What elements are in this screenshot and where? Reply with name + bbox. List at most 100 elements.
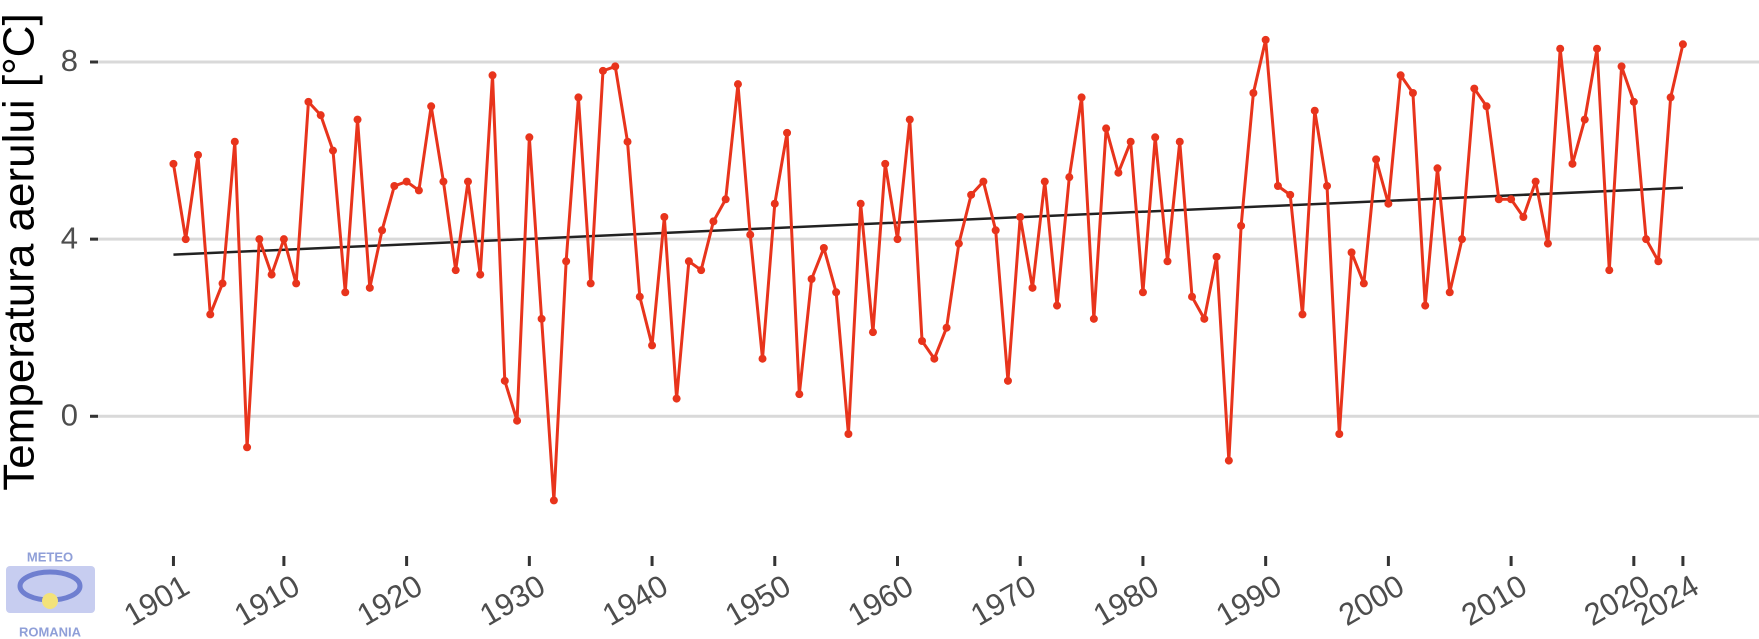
data-point [537, 314, 546, 323]
data-point [1445, 288, 1454, 297]
data-point [1053, 301, 1062, 310]
data-point [648, 341, 657, 350]
logo-icon [42, 593, 58, 609]
data-point [476, 270, 485, 279]
data-point [1310, 106, 1319, 115]
data-point [1298, 310, 1307, 319]
data-point [1359, 279, 1368, 288]
data-point [660, 213, 669, 221]
data-point [611, 62, 620, 71]
data-point [795, 390, 804, 399]
data-point [991, 226, 1000, 235]
data-point [1543, 239, 1552, 248]
data-point [304, 97, 313, 106]
data-point [586, 279, 595, 288]
data-point [1408, 89, 1417, 97]
data-point [1494, 195, 1503, 204]
data-line [171, 38, 1685, 502]
x-tick-label: 1910 [228, 568, 305, 633]
data-point [1470, 84, 1479, 93]
data-point [1003, 376, 1012, 385]
data-point [169, 159, 178, 168]
x-tick-label: 1901 [118, 568, 195, 633]
data-point [1458, 235, 1467, 244]
x-tick-label: 1970 [965, 568, 1042, 633]
data-point [1421, 301, 1430, 310]
x-tick-label: 1940 [596, 568, 673, 633]
data-point [844, 430, 853, 438]
data-point [672, 394, 681, 403]
data-point [193, 151, 202, 159]
y-tick-label: 4 [61, 220, 78, 255]
data-point [598, 66, 607, 75]
data-point [1102, 124, 1111, 133]
data-point [1372, 155, 1381, 164]
data-point [525, 133, 534, 142]
data-point [1654, 257, 1663, 266]
data-point [1396, 71, 1405, 80]
logo: METEO ROMANIA [6, 549, 95, 639]
x-tick-label: 1930 [474, 568, 551, 633]
data-point [574, 93, 583, 102]
data-point [684, 257, 693, 266]
y-tick-label: 8 [61, 43, 78, 78]
data-point [1507, 195, 1516, 204]
data-point [893, 235, 902, 244]
data-point [1237, 221, 1246, 230]
data-point [635, 292, 644, 301]
data-point [488, 71, 497, 80]
x-tick-label: 1990 [1210, 568, 1287, 633]
y-axis-label: Temperatura aerului [°C] [0, 13, 44, 490]
data-point [328, 146, 337, 155]
data-point [1065, 173, 1074, 182]
data-point [1261, 35, 1270, 44]
data-point [1629, 97, 1638, 106]
data-point [1433, 164, 1442, 173]
data-point [721, 195, 730, 204]
data-point [513, 416, 522, 425]
data-point [1666, 93, 1675, 102]
data-point [819, 244, 828, 252]
data-point [365, 283, 374, 292]
data-point [463, 177, 472, 186]
data-point [1028, 283, 1037, 292]
x-tick-label: 1950 [719, 568, 796, 633]
data-point [1077, 93, 1086, 102]
data-point [930, 354, 939, 363]
data-point [918, 337, 927, 345]
data-point [733, 80, 742, 89]
data-point [439, 177, 448, 186]
data-point [316, 111, 325, 120]
data-point [1384, 199, 1393, 208]
data-point [1556, 44, 1565, 53]
data-point [1163, 257, 1172, 266]
data-point [255, 235, 264, 244]
data-point [1151, 133, 1160, 142]
data-point [414, 186, 423, 195]
data-point [1323, 182, 1332, 190]
data-point [1249, 89, 1258, 97]
data-point [1126, 137, 1135, 146]
data-point [1224, 456, 1233, 465]
data-point [549, 496, 558, 505]
data-point [243, 443, 252, 452]
data-point [856, 199, 865, 208]
data-point [1568, 159, 1577, 168]
data-point [979, 177, 988, 186]
data-point [562, 257, 571, 266]
data-point [1212, 252, 1221, 261]
data-point [1605, 266, 1614, 275]
data-point [402, 177, 411, 186]
data-point [807, 275, 816, 283]
data-point [1175, 137, 1184, 146]
data-point [427, 102, 436, 111]
data-point [341, 288, 350, 297]
data-point [1200, 314, 1209, 323]
data-point [1531, 177, 1540, 186]
x-tick-label: 2010 [1455, 568, 1532, 633]
data-point [1114, 168, 1123, 177]
data-point [1335, 430, 1344, 438]
data-point [1286, 190, 1295, 199]
data-point [206, 310, 215, 319]
data-point [181, 235, 190, 244]
